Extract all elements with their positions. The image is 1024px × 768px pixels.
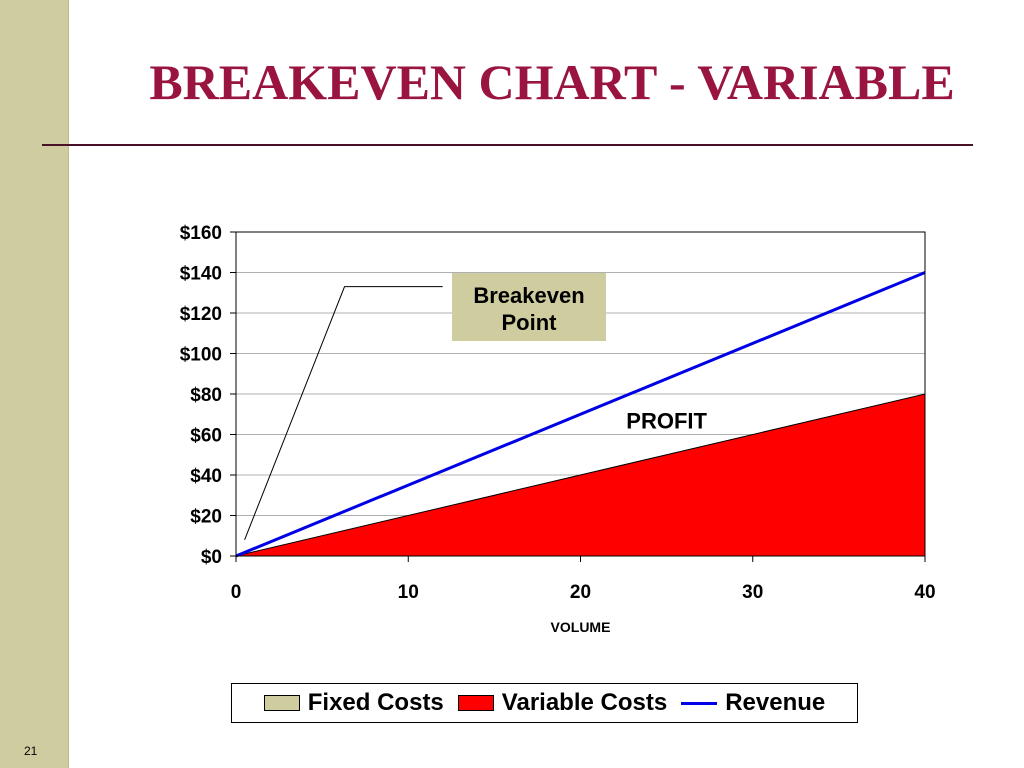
chart: $0 $20 $40 $60 $80 $100 $120 $140 $160 0 10 20 30 40 V… [180, 223, 936, 635]
y-tick-label-5: $100 [180, 345, 222, 366]
axes: $0 $20 $40 $60 $80 $100 $120 $140 $160 0 10 20 30 40 V… [180, 223, 936, 635]
x-tick-label-3: 30 [742, 582, 763, 603]
y-tick-label-8: $160 [180, 223, 222, 244]
series-line-revenue [235, 271, 926, 558]
breakeven-label-line-0: Breakeven [473, 283, 584, 308]
x-tick-label-4: 40 [914, 582, 935, 603]
legend: Fixed Costs Variable Costs Revenue [231, 683, 858, 723]
y-tick-label-4: $80 [190, 385, 222, 406]
x-tick-label-2: 20 [570, 582, 591, 603]
legend-swatch-fixed-costs [263, 695, 300, 711]
y-tick-label-0: $0 [201, 547, 222, 568]
y-tick-label-6: $120 [180, 304, 222, 325]
x-tick-label-0: 0 [231, 582, 242, 603]
side-strip [0, 0, 69, 768]
legend-item-variable-costs: Variable Costs [457, 689, 668, 717]
profit-label: PROFIT [626, 408, 707, 433]
legend-swatch-revenue [681, 701, 718, 705]
legend-item-fixed-costs: Fixed Costs [263, 689, 444, 717]
legend-swatch-variable-costs [457, 695, 494, 711]
y-tick-label-1: $20 [190, 507, 222, 528]
legend-label-variable-costs: Variable Costs [501, 689, 668, 716]
title-rule [42, 144, 973, 146]
breakeven-callout-line [244, 286, 443, 540]
y-tick-label-7: $140 [180, 264, 222, 285]
page-number: 21 [24, 744, 38, 758]
slide-title: BREAKEVEN CHART - VARIABLE [149, 54, 955, 110]
legend-label-revenue: Revenue [725, 689, 826, 716]
legend-label-fixed-costs: Fixed Costs [307, 689, 444, 716]
y-tick-label-3: $60 [190, 426, 222, 447]
y-tick-label-2: $40 [190, 466, 222, 487]
breakeven-label-line-1: Point [502, 310, 558, 335]
legend-item-revenue: Revenue [681, 689, 825, 717]
x-tick-label-1: 10 [398, 582, 419, 603]
x-axis-label: VOLUME [551, 619, 611, 635]
breakeven-callout-box [452, 273, 606, 341]
